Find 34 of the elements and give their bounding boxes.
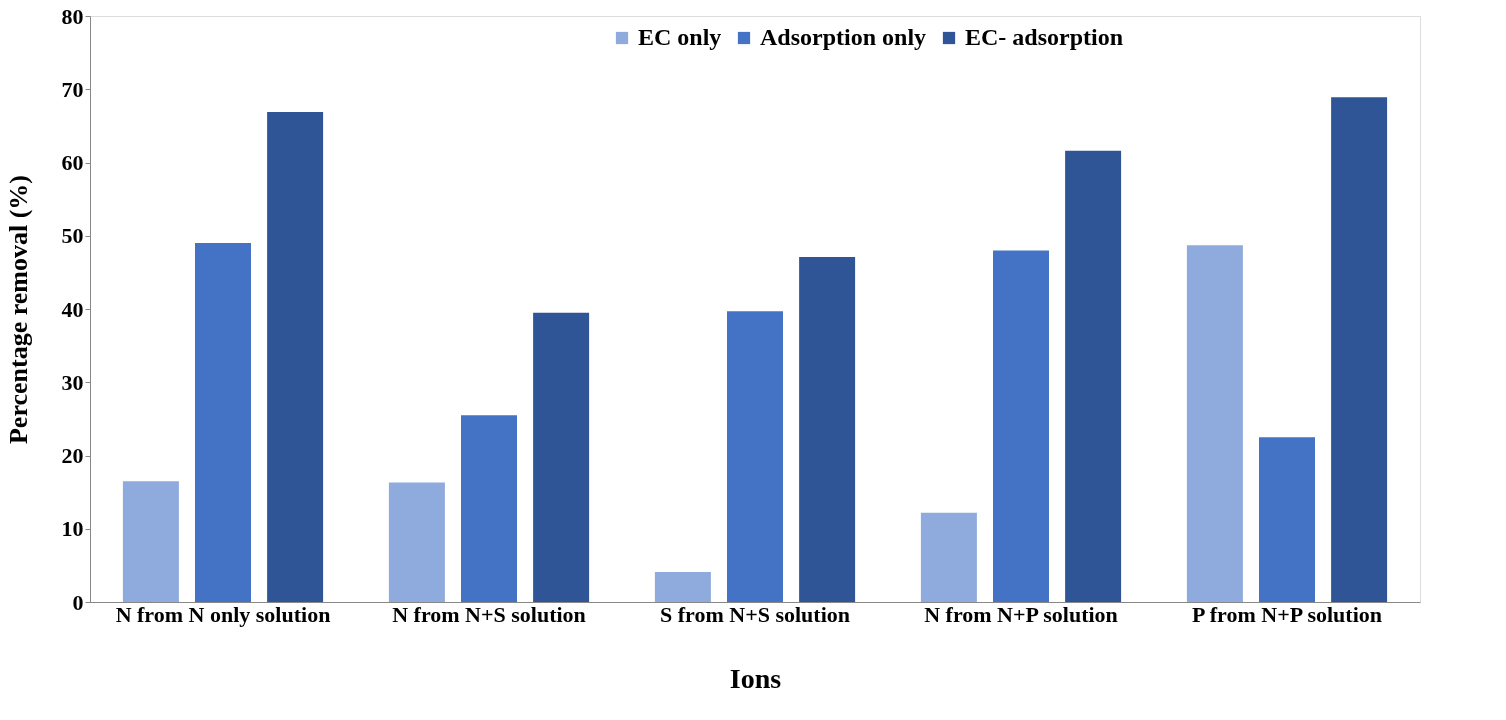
- y-axis-title: Percentage removal (%): [3, 174, 33, 445]
- x-tick-label: N from N+S solution: [392, 601, 586, 627]
- y-tick-label: 70: [61, 76, 84, 102]
- bar: [1259, 437, 1315, 602]
- legend-label: Adsorption only: [760, 24, 927, 50]
- legend-label: EC only: [638, 24, 722, 50]
- bar: [799, 256, 856, 602]
- bar: [533, 312, 590, 602]
- y-tick-label: 80: [61, 3, 84, 29]
- bar: [654, 571, 711, 602]
- bar: [195, 243, 251, 602]
- y-tick-label: 20: [61, 443, 84, 468]
- y-tick-label: 10: [61, 516, 84, 542]
- x-tick-label: P from N+P solution: [1192, 601, 1382, 627]
- x-tick-label: N from N only solution: [115, 601, 331, 627]
- y-tick-label: 60: [61, 150, 84, 175]
- y-tick-label: 50: [61, 223, 84, 249]
- bar: [727, 311, 783, 602]
- bar: [388, 482, 445, 602]
- legend-label: EC- adsorption: [965, 24, 1124, 50]
- bar: [1331, 97, 1388, 602]
- y-tick-label: 0: [72, 589, 84, 615]
- bar: [1065, 150, 1122, 602]
- x-tick-label: S from N+S solution: [660, 601, 850, 627]
- x-tick-label: N from N+P solution: [924, 601, 1118, 627]
- bar: [461, 415, 517, 602]
- x-axis-title: Ions: [729, 662, 782, 694]
- bar: [920, 512, 977, 602]
- bar: [1186, 245, 1243, 602]
- y-tick-label: 40: [61, 296, 84, 322]
- bar: [267, 111, 324, 602]
- y-tick-label: 30: [61, 369, 84, 395]
- bar: [122, 481, 179, 602]
- bar: [993, 250, 1049, 602]
